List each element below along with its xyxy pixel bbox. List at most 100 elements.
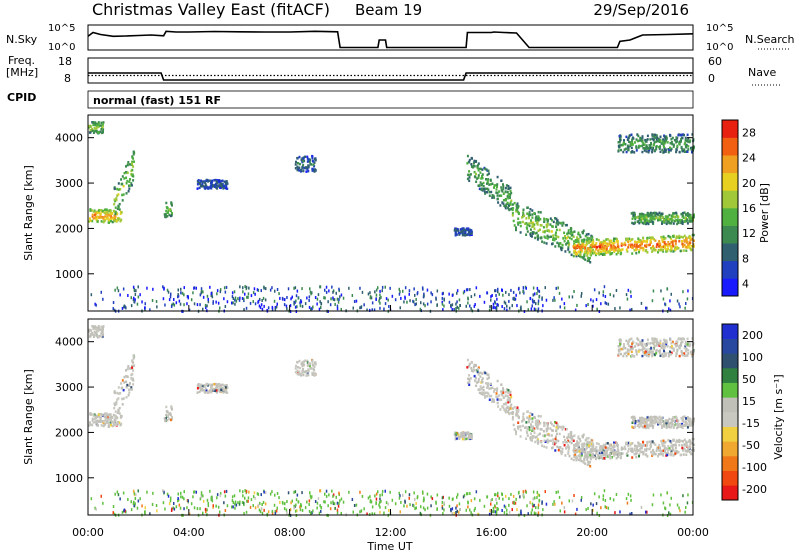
velocity-cell: [430, 504, 432, 508]
power-cell: [543, 230, 546, 234]
power-cell: [110, 220, 112, 223]
power-cell: [677, 215, 680, 218]
velocity-cell: [643, 425, 646, 428]
power-cell: [490, 298, 492, 302]
power-cell: [114, 288, 116, 292]
power-cell: [525, 233, 528, 236]
station-title: Christmas Valley East (fitACF): [92, 0, 330, 19]
velocity-cell: [481, 378, 483, 382]
power-cell: [90, 209, 93, 212]
power-cell: [575, 240, 578, 243]
power-cell: [569, 227, 572, 230]
power-cell: [465, 233, 468, 236]
velocity-cell: [634, 345, 636, 348]
power-cell: [329, 303, 332, 307]
power-cell: [670, 138, 673, 141]
power-cell: [287, 287, 290, 291]
velocity-cell: [612, 449, 615, 453]
power-cell: [506, 308, 508, 312]
velocity-cell: [115, 401, 118, 404]
velocity-cell: [616, 447, 619, 450]
power-cell: [244, 292, 246, 296]
power-cell: [102, 128, 105, 131]
power-cell: [626, 297, 629, 301]
power-cell: [574, 243, 577, 247]
power-cell: [490, 295, 492, 299]
velocity-cell: [133, 364, 135, 367]
velocity-cell: [532, 435, 535, 438]
velocity-cell: [552, 440, 555, 444]
power-cell: [663, 243, 666, 247]
velocity-cell: [462, 437, 465, 441]
velocity-cell: [267, 510, 270, 514]
velocity-cell: [687, 418, 689, 422]
velocity-cell: [552, 438, 555, 441]
power-cell: [179, 302, 182, 306]
velocity-cell: [644, 344, 647, 347]
velocity-cell: [293, 506, 295, 510]
velocity-cell: [582, 460, 585, 463]
power-cell: [573, 290, 575, 293]
velocity-cell: [304, 506, 307, 510]
power-cell: [216, 181, 219, 185]
power-cell: [671, 215, 674, 218]
power-cell: [500, 189, 503, 192]
velocity-cell: [512, 423, 515, 427]
power-cell: [609, 248, 612, 252]
power-cell: [651, 249, 654, 252]
velocity-cell: [686, 426, 689, 429]
power-cell: [325, 290, 328, 294]
power-cell: [107, 221, 110, 224]
velocity-cell: [652, 493, 655, 497]
power-cell: [316, 302, 318, 306]
velocity-cell: [506, 508, 508, 512]
power-cell: [310, 308, 312, 311]
velocity-cell: [683, 352, 686, 355]
power-cell: [685, 219, 688, 223]
velocity-cell: [330, 501, 332, 505]
velocity-cell: [168, 502, 171, 506]
power-cell: [666, 287, 668, 291]
velocity-cell: [631, 353, 634, 357]
velocity-cell: [638, 422, 641, 425]
power-cell: [631, 252, 634, 255]
velocity-cell: [561, 447, 564, 451]
power-cell: [560, 248, 563, 252]
power-cell: [551, 242, 553, 246]
velocity-cell: [607, 447, 610, 450]
power-cell: [663, 240, 666, 244]
power-cell: [641, 215, 643, 218]
velocity-cell: [557, 439, 560, 443]
power-cell: [531, 222, 534, 226]
power-cell: [663, 147, 666, 150]
velocity-cell: [642, 346, 645, 349]
power-cell: [340, 293, 343, 297]
velocity-cell: [491, 398, 494, 401]
velocity-cell: [294, 367, 297, 370]
power-cell: [305, 170, 308, 173]
velocity-cell: [590, 450, 593, 454]
power-cell: [468, 179, 471, 182]
velocity-cell: [527, 418, 530, 421]
velocity-cell: [609, 452, 612, 456]
power-cell: [177, 295, 179, 299]
velocity-cell: [536, 427, 539, 430]
velocity-cell: [546, 433, 549, 436]
power-cell: [593, 251, 596, 255]
velocity-cell: [563, 444, 566, 447]
power-cell: [218, 180, 221, 183]
power-cell: [568, 295, 570, 299]
power-cell: [555, 237, 557, 240]
power-cell: [274, 307, 277, 311]
velocity-cell: [494, 388, 497, 391]
power-cell: [555, 231, 557, 234]
power-cell: [477, 176, 480, 179]
power-cell: [441, 300, 443, 304]
power-cell: [96, 125, 99, 129]
velocity-cell: [657, 341, 660, 345]
power-cell: [465, 227, 468, 230]
power-cell: [219, 290, 222, 294]
velocity-cell: [199, 388, 202, 392]
power-cell: [667, 217, 670, 221]
